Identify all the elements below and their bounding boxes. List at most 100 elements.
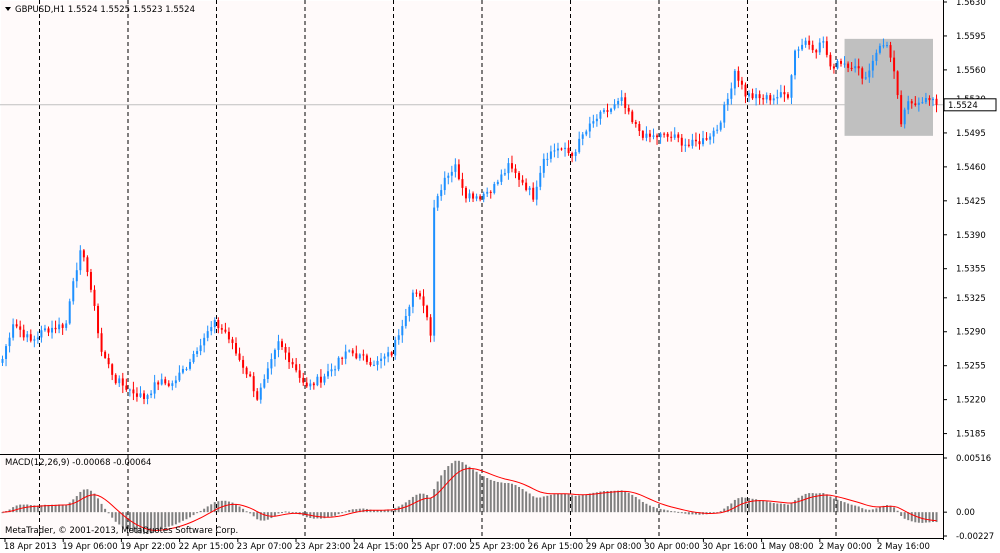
candle-body [404,315,407,327]
candle-body [12,324,15,338]
candle-body [815,50,818,53]
candle-body [302,377,305,383]
candle-body [765,95,768,100]
macd-bar [931,512,934,522]
candle-body [235,343,238,354]
macd-bar [832,498,835,513]
candle-body [687,144,690,146]
macd-bar [801,495,804,513]
candle-body [394,339,397,356]
macd-bar [900,512,903,516]
macd-bar [203,508,206,513]
macd-bar [334,512,337,516]
candle-body [564,147,567,150]
macd-bar [606,491,609,513]
candle-body [309,383,312,387]
macd-bar [426,494,429,513]
candle-body [641,131,644,138]
time-tick-label: 2 May 16:00 [877,542,930,552]
macd-bar [489,479,492,513]
candle-body [326,371,329,377]
candle-body [143,393,146,399]
candle-body [167,383,170,386]
candle-body [139,393,142,397]
macd-bar [206,506,209,513]
candle-body [595,118,598,122]
candle-body [61,324,64,328]
macd-bar [638,499,641,513]
candle-body [418,293,421,297]
macd-bar [227,501,230,513]
macd-bar [394,507,397,513]
macd-bar [631,494,634,513]
macd-bar [871,509,874,513]
macd-bar [457,460,460,513]
candle-body [500,174,503,182]
candle-body [574,152,577,156]
macd-bar [185,512,188,520]
candle-body [118,378,121,384]
macd-bar [443,469,446,513]
candle-body [185,368,188,370]
candle-body [153,382,156,394]
candle-body [29,334,32,341]
macd-bar [330,512,333,517]
macd-bar [500,482,503,513]
macd-bar [33,505,36,513]
macd-bar [288,511,291,513]
candle-body [104,351,107,358]
candle-body [461,179,464,188]
macd-bar [656,508,659,513]
candle-body [397,335,400,340]
macd-bar [22,504,25,513]
candle-body [864,77,867,79]
candle-body [868,70,871,78]
macd-bar [263,512,266,521]
candle-body [312,383,315,386]
candle-body [744,84,747,97]
candles [1,35,938,405]
candle-body [263,379,266,388]
macd-bar [139,512,142,534]
candle-body [843,63,846,65]
candle-body [33,339,36,341]
macd-bar [857,506,860,513]
candle-body [769,95,772,101]
candle-body [256,391,259,400]
candle-body [797,49,800,51]
candle-body [733,70,736,89]
chart-menu-triangle-icon[interactable] [5,7,11,11]
macd-bar [525,491,528,513]
macd-bar [677,511,680,513]
candle-body [783,92,786,95]
macd-bar [624,491,627,513]
macd-bar [372,510,375,513]
candle-body [68,301,71,324]
candle-body [825,41,828,55]
macd-bar [464,464,467,513]
candle-body [723,104,726,123]
candle-body [284,347,287,353]
selection-highlight [844,38,933,136]
candle-body [556,148,559,151]
candle-body [192,353,195,363]
macd-bar [43,504,46,513]
macd-label: MACD(12,26,9) -0.00068 -0.00064 [5,458,151,468]
candle-body [422,296,425,306]
macd-bar [712,512,715,514]
macd-bar [680,512,683,514]
candle-body [1,358,4,363]
macd-bar [921,512,924,523]
candle-body [224,329,227,332]
candle-body [730,88,733,99]
macd-bar [864,509,867,513]
macd-bar [97,498,100,513]
macd-bar [592,492,595,513]
macd-bar [574,495,577,513]
macd-bar [493,480,496,513]
macd-bar [104,508,107,513]
macd-bar [252,512,255,517]
macd-bar [15,505,18,513]
candle-body [89,272,92,290]
macd-bar [450,463,453,513]
